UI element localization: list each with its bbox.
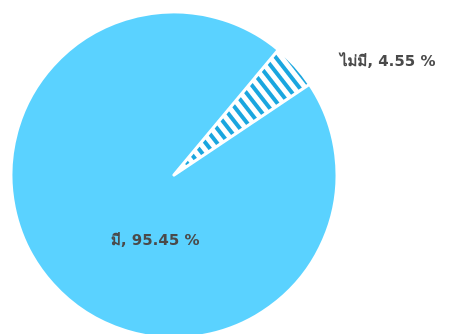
pie-slice-mai-mee[interactable] xyxy=(172,48,311,177)
slice-label-mee: มี, 95.45 % xyxy=(111,231,200,249)
pie-slices xyxy=(9,10,339,334)
slice-label-mai-mee: ไม่มี, 4.55 % xyxy=(338,51,436,70)
